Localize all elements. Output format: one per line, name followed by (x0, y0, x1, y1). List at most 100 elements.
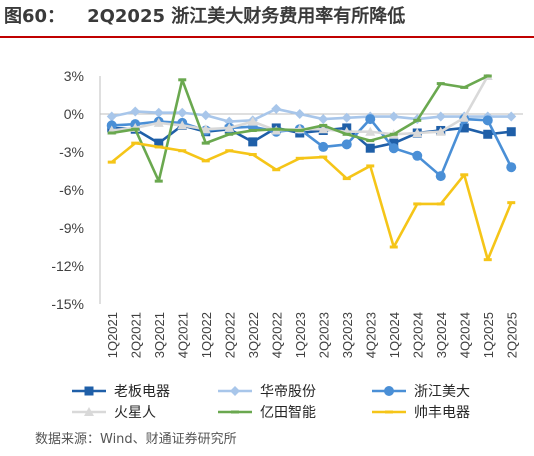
legend-label: 老板电器 (114, 383, 170, 399)
chart-tick-labels: 3% 0% -3% -6% -9% -12% -15% 1Q2021 2Q2021 3Q2021 4… (51, 68, 519, 358)
data-point (413, 118, 422, 122)
data-point (153, 107, 164, 118)
x-tick-label: 3Q2024 (434, 312, 449, 358)
legend-item: 帅丰电器 (372, 404, 470, 420)
data-point (84, 407, 94, 416)
legend-label: 华帝股份 (260, 383, 316, 399)
data-point (272, 127, 281, 131)
y-tick-label: -3% (59, 144, 84, 160)
data-point (319, 123, 328, 127)
data-point (341, 139, 352, 150)
data-point (507, 201, 516, 205)
legend-item: 浙江美大 (372, 383, 470, 399)
y-tick-label: -12% (51, 258, 84, 274)
x-tick-label: 1Q2025 (481, 312, 496, 358)
data-point (366, 139, 375, 143)
data-point (365, 126, 376, 136)
data-point (295, 156, 304, 160)
data-point (366, 164, 375, 168)
legend-label: 帅丰电器 (414, 404, 470, 420)
data-point (200, 110, 211, 121)
data-point (436, 82, 445, 86)
legend-item: 亿田智能 (218, 404, 316, 420)
legend-label: 浙江美大 (414, 383, 470, 399)
data-point (248, 137, 258, 147)
data-point (106, 120, 117, 131)
data-point (506, 111, 517, 122)
data-point (177, 107, 188, 118)
data-point (154, 145, 163, 149)
data-point (177, 120, 188, 130)
figure-title-text: 2Q2025 浙江美大财务费用率有所降低 (87, 6, 406, 27)
y-tick-label: -6% (59, 182, 84, 198)
data-point (225, 132, 234, 136)
chart-container: 3% 0% -3% -6% -9% -12% -15% 1Q2021 2Q2021 3Q2021 4… (0, 40, 534, 420)
series-4 (106, 74, 493, 139)
data-point (201, 141, 210, 145)
data-point (271, 103, 282, 114)
data-point (106, 111, 117, 122)
data-point (231, 410, 239, 414)
data-point (365, 143, 375, 153)
data-point (506, 162, 517, 173)
data-point (389, 245, 398, 249)
data-point (107, 131, 116, 135)
data-point (483, 258, 492, 262)
data-point (436, 202, 445, 206)
data-point (295, 128, 304, 132)
data-point (84, 386, 94, 396)
data-point (413, 202, 422, 206)
x-tick-label: 1Q2024 (387, 312, 402, 358)
data-point (342, 177, 351, 181)
data-point (131, 141, 140, 145)
x-tick-label: 1Q2022 (199, 312, 214, 358)
data-point (342, 132, 351, 136)
data-point (154, 138, 164, 148)
x-tick-label: 4Q2024 (457, 312, 472, 358)
data-point (384, 386, 394, 396)
data-point (248, 128, 257, 132)
legend-label: 火星人 (114, 404, 156, 420)
data-point (200, 124, 211, 134)
x-tick-label: 2Q2023 (316, 312, 331, 358)
data-point (318, 124, 329, 134)
y-tick-label: -15% (51, 296, 84, 312)
y-tick-label: 3% (64, 68, 84, 84)
data-point (389, 138, 399, 148)
data-point (460, 85, 469, 89)
data-point (459, 123, 469, 133)
y-tick-label: 0% (64, 106, 84, 122)
data-point (506, 127, 516, 137)
data-point (435, 171, 446, 182)
data-point (412, 128, 423, 137)
x-tick-label: 3Q2022 (246, 312, 261, 358)
x-tick-label: 2Q2024 (410, 312, 425, 358)
title-divider (0, 36, 534, 38)
data-point (389, 132, 398, 136)
x-tick-label: 2Q2021 (128, 312, 143, 358)
legend-item: 火星人 (72, 404, 156, 420)
x-tick-label: 3Q2023 (340, 312, 355, 358)
source-note: 数据来源：Wind、财通证券研究所 (35, 432, 237, 447)
y-tick-label: -9% (59, 220, 84, 236)
data-point (483, 74, 492, 78)
data-point (341, 112, 352, 123)
data-point (388, 111, 399, 122)
x-tick-label: 1Q2023 (293, 312, 308, 358)
data-point (248, 153, 257, 157)
data-point (435, 111, 446, 122)
data-point (130, 106, 141, 117)
series-6 (107, 141, 516, 262)
data-point (154, 179, 163, 183)
chart-series (106, 74, 517, 262)
x-tick-label: 4Q2022 (269, 312, 284, 358)
data-point (272, 168, 281, 172)
data-point (178, 149, 187, 153)
data-point (412, 150, 423, 161)
data-point (224, 122, 235, 132)
data-point (365, 114, 376, 125)
x-tick-label: 1Q2021 (105, 312, 120, 358)
data-point (247, 116, 258, 126)
data-point (385, 410, 393, 414)
